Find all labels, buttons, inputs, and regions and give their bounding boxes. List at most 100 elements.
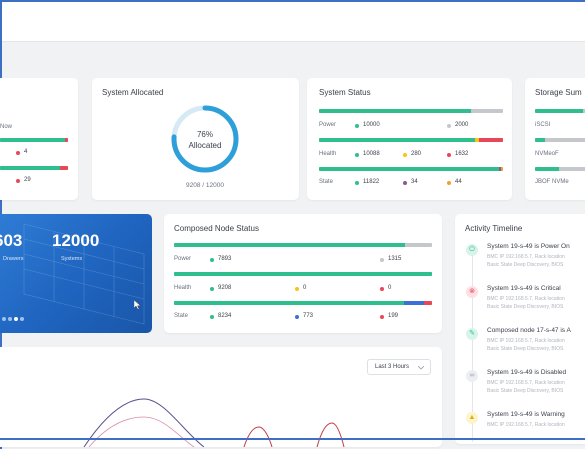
warning-icon: ▲ [466, 412, 478, 424]
carousel-dot[interactable] [8, 317, 12, 321]
status-dot [355, 153, 359, 157]
system-allocated-card: System Allocated 76% Allocated 9208 / 12… [92, 78, 299, 200]
activity-timeline-title: Activity Timeline [465, 224, 523, 233]
summary-card-left: Now 4 29 [0, 78, 78, 200]
storage-bar [535, 138, 585, 142]
node-health-critical-value: 0 [388, 285, 392, 291]
timeline-item-title: Composed node 17-s-47 is A [487, 327, 571, 334]
timeline-item-detail: BMC IP 192.168.5.7, Rack location [487, 380, 565, 386]
node-health-warning-value: 0 [303, 285, 307, 291]
storage-item-iscsi: iSCSI [535, 122, 551, 128]
drawers-label: Drawers [3, 256, 24, 262]
time-range-select[interactable]: Last 3 Hours [367, 359, 431, 375]
frame-border-bottom [0, 438, 585, 440]
timeline-item[interactable]: ⏻ System 19-s-49 is Power On BMC IP 192.… [455, 242, 585, 278]
node-state-failed-value: 199 [388, 313, 399, 319]
storage-summary-title: Storage Sum [535, 88, 582, 97]
storage-bar [535, 109, 585, 113]
power-icon: ⏻ [466, 244, 478, 256]
timeline-item-detail: Basic State Deep Discovery, BIOS [487, 388, 564, 394]
allocation-donut [171, 105, 239, 173]
health-critical-value: 1632 [455, 151, 469, 157]
state-bar [319, 167, 503, 171]
storage-bar [535, 167, 585, 171]
status-dot [403, 153, 407, 157]
timeline-item[interactable]: ✎ Composed node 17-s-47 is A BMC IP 192.… [455, 326, 585, 362]
health-bar [319, 138, 503, 142]
left-card-bar-1 [0, 138, 68, 142]
hardware-banner: 603 Drawers 12000 Systems [0, 214, 152, 333]
left-card-value-2: 29 [24, 177, 31, 183]
timeline-item-detail: BMC IP 192.168.5.7, Rack location [487, 254, 565, 260]
mouse-cursor-icon [134, 300, 142, 310]
timeline-item[interactable]: ⊗ System 19-s-49 is Critical BMC IP 192.… [455, 284, 585, 320]
time-range-value: Last 3 Hours [375, 364, 410, 370]
status-dot [16, 151, 20, 155]
series-line-2 [88, 416, 195, 447]
status-dot [210, 315, 214, 319]
timeline-item[interactable]: ∞ System 19-s-49 is Disabled BMC IP 192.… [455, 368, 585, 404]
status-dot [380, 315, 384, 319]
timeline-item-detail: Basic State Deep Discovery, BIOS [487, 346, 564, 352]
node-power-on-value: 7893 [218, 256, 232, 262]
node-power-label: Power [174, 256, 192, 262]
system-status-title: System Status [319, 88, 371, 97]
carousel-dot-active[interactable] [14, 317, 18, 321]
top-header [0, 0, 585, 42]
timeline-item[interactable]: ▲ System 19-s-49 is Warning BMC IP 192.1… [455, 410, 585, 440]
state-label: State [319, 179, 334, 185]
status-dot [403, 181, 407, 185]
donut-fill [171, 105, 239, 173]
node-state-bar [174, 301, 432, 305]
allocated-percent: 76% [196, 130, 213, 139]
node-health-ok-value: 9208 [218, 285, 232, 291]
power-bar [319, 109, 503, 113]
drawers-count: 603 [0, 231, 23, 250]
timeline-item-detail: Basic State Deep Discovery, BIOS [487, 304, 564, 310]
allocated-footer: 9208 / 12000 [186, 182, 224, 189]
status-dot [380, 287, 384, 291]
storage-item-jbof: JBOF NVMe [535, 179, 569, 185]
chevron-down-icon [418, 366, 424, 370]
storage-item-nvmeof: NVMeoF [535, 151, 559, 157]
node-health-label: Health [174, 285, 192, 291]
health-ok-value: 10088 [363, 151, 380, 157]
status-dot [210, 258, 214, 262]
state-enabled-value: 11822 [363, 179, 380, 185]
disabled-icon: ∞ [466, 370, 478, 382]
node-power-off-value: 1315 [388, 256, 402, 262]
critical-icon: ⊗ [466, 286, 478, 298]
composed-node-status-card: Composed Node Status Power 7893 1315 Hea… [164, 214, 442, 333]
status-dot [355, 124, 359, 128]
status-dot [295, 315, 299, 319]
timeline-item-title: System 19-s-49 is Power On [487, 243, 570, 250]
allocated-label: Allocated [188, 141, 222, 150]
system-allocated-title: System Allocated [102, 88, 164, 97]
carousel-dot[interactable] [20, 317, 24, 321]
power-label: Power [319, 122, 337, 128]
timeline-item-detail: BMC IP 192.168.5.7, Rack location [487, 296, 565, 302]
timeline-item-detail: Basic State Deep Discovery, BIOS [487, 262, 564, 268]
series-line-4 [316, 422, 345, 447]
systems-label: Systems [61, 256, 83, 262]
timeline-item-title: System 19-s-49 is Disabled [487, 369, 567, 376]
status-dot [447, 153, 451, 157]
server-rack-image [23, 223, 145, 325]
status-dot [295, 287, 299, 291]
timeline-item-title: System 19-s-49 is Warning [487, 411, 565, 418]
node-icon: ✎ [466, 328, 478, 340]
node-state-label: State [174, 313, 189, 319]
status-dot [16, 179, 20, 183]
timeline-item-detail: BMC IP 192.168.5.7, Rack location [487, 338, 565, 344]
systems-count: 12000 [52, 231, 100, 250]
system-status-card: System Status Power 10000 2000 Health 10… [307, 78, 512, 200]
carousel-dot[interactable] [2, 317, 6, 321]
status-dot [447, 181, 451, 185]
left-card-label: Now [0, 124, 13, 130]
node-health-bar [174, 272, 432, 276]
activity-timeline-card: Activity Timeline ⏻ System 19-s-49 is Po… [455, 214, 585, 444]
series-line-1 [83, 398, 205, 447]
composed-node-title: Composed Node Status [174, 224, 259, 233]
timeline-item-title: System 19-s-49 is Critical [487, 285, 561, 292]
